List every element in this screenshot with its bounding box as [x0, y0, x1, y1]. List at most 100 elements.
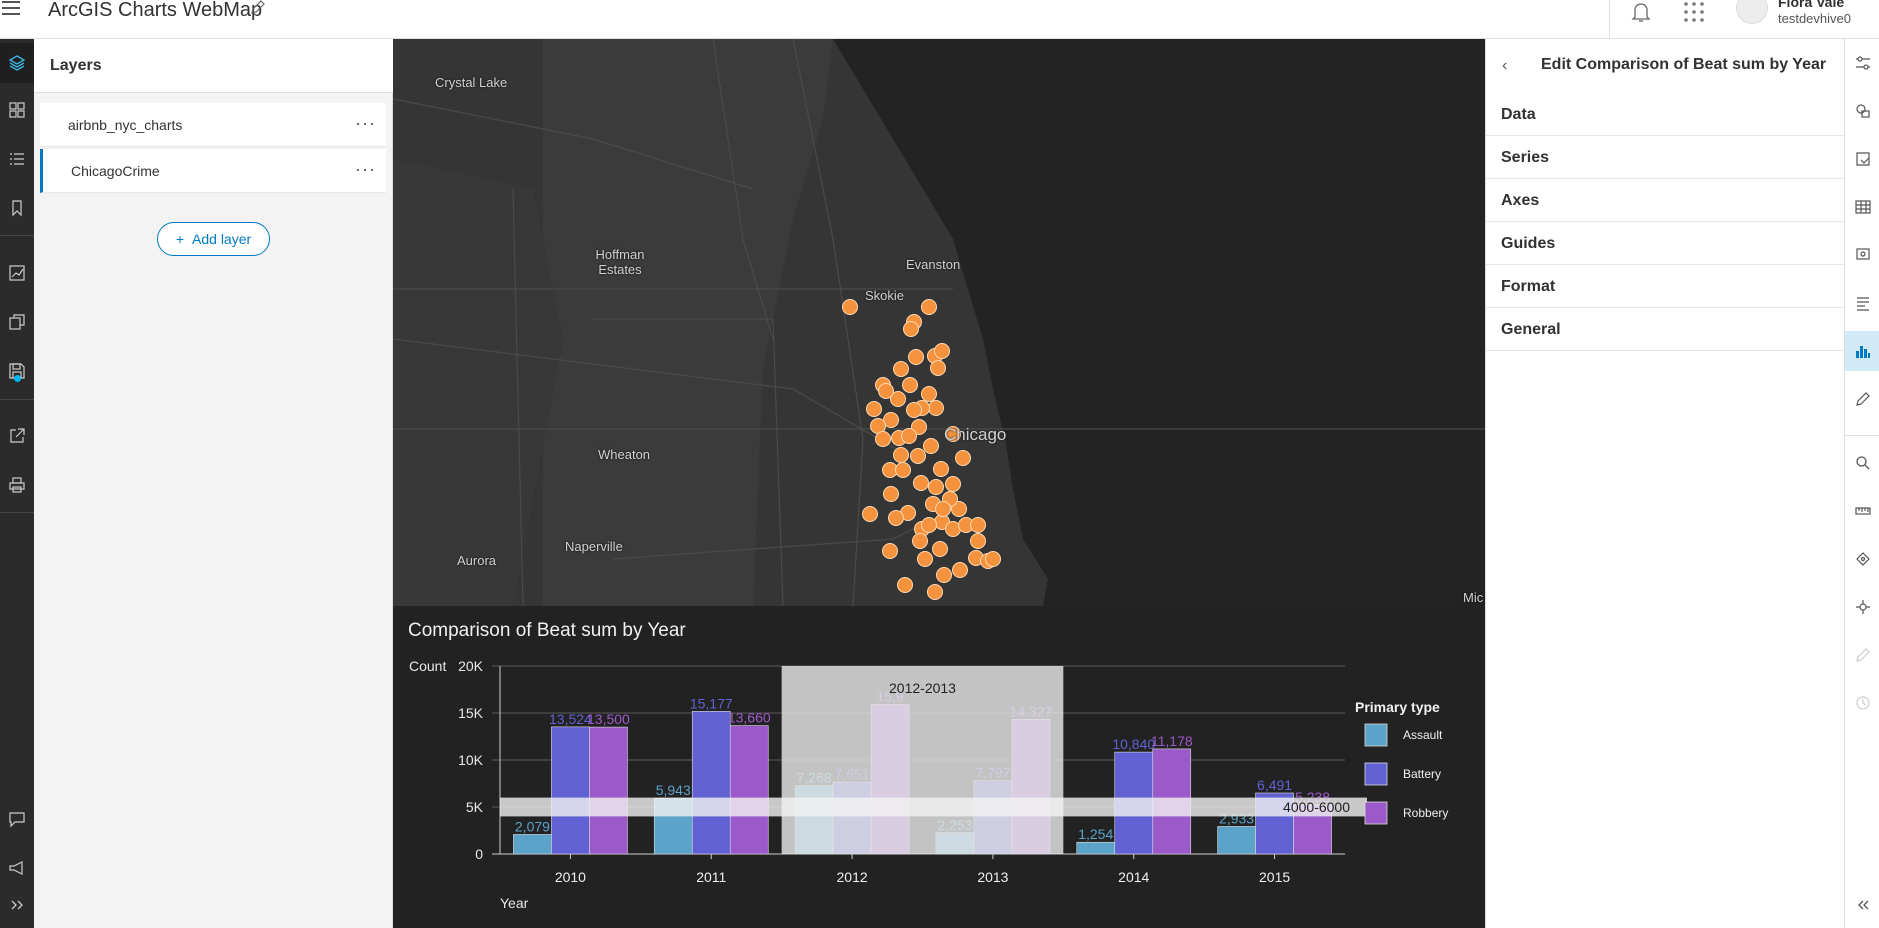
feedback-icon[interactable]	[0, 799, 34, 839]
bar-chart-icon[interactable]	[1845, 331, 1879, 371]
map-label-chicago: Chicago	[944, 425, 1007, 444]
labels-icon[interactable]	[1845, 283, 1879, 323]
chart-title: Comparison of Beat sum by Year	[408, 620, 686, 641]
crime-point	[903, 321, 919, 337]
user-id: testdevhive0	[1778, 11, 1851, 26]
crime-point	[902, 377, 918, 393]
layers-title: Layers	[50, 57, 102, 74]
crime-point	[921, 517, 937, 533]
legend-swatch-assault	[1364, 723, 1388, 747]
style-icon[interactable]	[1845, 91, 1879, 131]
crime-point	[888, 510, 904, 526]
app-title: ArcGIS Charts WebMap	[48, 0, 263, 21]
bar-assault	[513, 834, 552, 855]
collapse-icon[interactable]	[1845, 885, 1879, 925]
chart-panel[interactable]: Comparison of Beat sum by Year 0 5K 10K 15K…	[393, 606, 1485, 928]
y-tick-label: 15K	[458, 705, 484, 721]
crime-point	[878, 383, 894, 399]
plus-icon: +	[175, 231, 185, 247]
crime-point	[917, 551, 933, 567]
add-layer-button[interactable]: + Add layer	[157, 222, 270, 256]
unsaved-indicator	[14, 375, 21, 382]
crime-point	[883, 486, 899, 502]
data-label: 15,177	[690, 695, 733, 711]
pencil-icon[interactable]	[250, 0, 266, 16]
crime-point	[908, 349, 924, 365]
crime-point	[912, 533, 928, 549]
crime-point	[901, 428, 917, 444]
guide-label: 4000-6000	[1283, 799, 1350, 815]
locate-icon[interactable]	[1845, 539, 1879, 579]
crime-point	[970, 533, 986, 549]
layer-name: airbnb_nyc_charts	[68, 117, 183, 133]
basemap-gallery-icon[interactable]	[0, 90, 34, 130]
legend-icon[interactable]	[0, 139, 34, 179]
data-label: 5,943	[656, 782, 691, 798]
edit-panel-header: ‹ Edit Comparison of Beat sum by Year	[1486, 39, 1845, 93]
bar-chart[interactable]: 05K10K15K20KCount2,0795,9437,2682,2531,2…	[393, 606, 1485, 928]
header-divider	[1609, 0, 1610, 39]
layers-icon[interactable]	[0, 43, 34, 83]
x-axis-title: Year	[500, 895, 529, 911]
avatar[interactable]	[1736, 0, 1768, 24]
copy-icon[interactable]	[0, 302, 34, 342]
popup-icon[interactable]	[1845, 235, 1879, 275]
save-icon[interactable]	[0, 351, 34, 391]
properties-icon[interactable]	[1845, 43, 1879, 83]
time-slider-icon	[1845, 683, 1879, 723]
crime-point	[842, 299, 858, 315]
data-label: 13,500	[587, 711, 630, 727]
layer-item-chicagocrime[interactable]: ChicagoCrime ···	[40, 149, 386, 193]
crime-point	[952, 562, 968, 578]
filter-icon[interactable]	[1845, 139, 1879, 179]
section-axes[interactable]: Axes	[1486, 179, 1845, 222]
crime-point	[951, 501, 967, 517]
announcement-icon[interactable]	[0, 848, 34, 888]
more-options-icon[interactable]: ···	[355, 159, 376, 179]
share-icon[interactable]	[0, 416, 34, 456]
section-series[interactable]: Series	[1486, 136, 1845, 179]
x-tick-label: 2012	[837, 869, 868, 885]
map-label-wheaton: Wheaton	[598, 447, 651, 462]
crime-points-layer	[842, 299, 1001, 600]
section-label: General	[1501, 321, 1561, 338]
chart-edit-icon[interactable]	[0, 253, 34, 293]
crime-point	[910, 448, 926, 464]
coordinate-icon[interactable]	[1845, 587, 1879, 627]
section-data[interactable]: Data	[1486, 93, 1845, 136]
data-label: 13,660	[728, 710, 771, 726]
y-axis-title: Count	[409, 658, 446, 674]
expand-icon[interactable]	[0, 885, 34, 925]
section-format[interactable]: Format	[1486, 265, 1845, 308]
bell-icon[interactable]	[1629, 0, 1653, 24]
x-tick-label: 2011	[696, 869, 726, 885]
map-view[interactable]: Crystal Lake Hoffman Estates Evanston Sk…	[393, 39, 1485, 606]
menu-icon[interactable]	[2, 0, 22, 20]
crime-point	[866, 401, 882, 417]
data-label: 10,840	[1112, 736, 1155, 752]
data-label: 11,178	[1151, 733, 1193, 749]
x-tick-label: 2015	[1259, 869, 1290, 885]
more-options-icon[interactable]: ···	[355, 113, 376, 133]
section-guides[interactable]: Guides	[1486, 222, 1845, 265]
table-icon[interactable]	[1845, 187, 1879, 227]
crime-point	[970, 517, 986, 533]
add-layer-label: Add layer	[192, 231, 252, 247]
apps-grid-icon[interactable]	[1682, 0, 1706, 24]
search-icon[interactable]	[1845, 443, 1879, 483]
crime-point	[897, 577, 913, 593]
legend-title: Primary type	[1355, 699, 1440, 715]
crime-point	[906, 402, 922, 418]
bookmark-icon[interactable]	[0, 188, 34, 228]
section-general[interactable]: General	[1486, 308, 1845, 351]
crime-point	[955, 450, 971, 466]
measure-icon[interactable]	[1845, 491, 1879, 531]
print-icon[interactable]	[0, 465, 34, 505]
crime-point	[895, 462, 911, 478]
sketch-icon[interactable]	[1845, 379, 1879, 419]
crime-point	[945, 426, 961, 442]
chevron-left-icon[interactable]: ‹	[1502, 57, 1508, 74]
layer-item-airbnb[interactable]: airbnb_nyc_charts ···	[40, 103, 386, 147]
crime-point	[985, 551, 1001, 567]
crime-point	[927, 584, 943, 600]
